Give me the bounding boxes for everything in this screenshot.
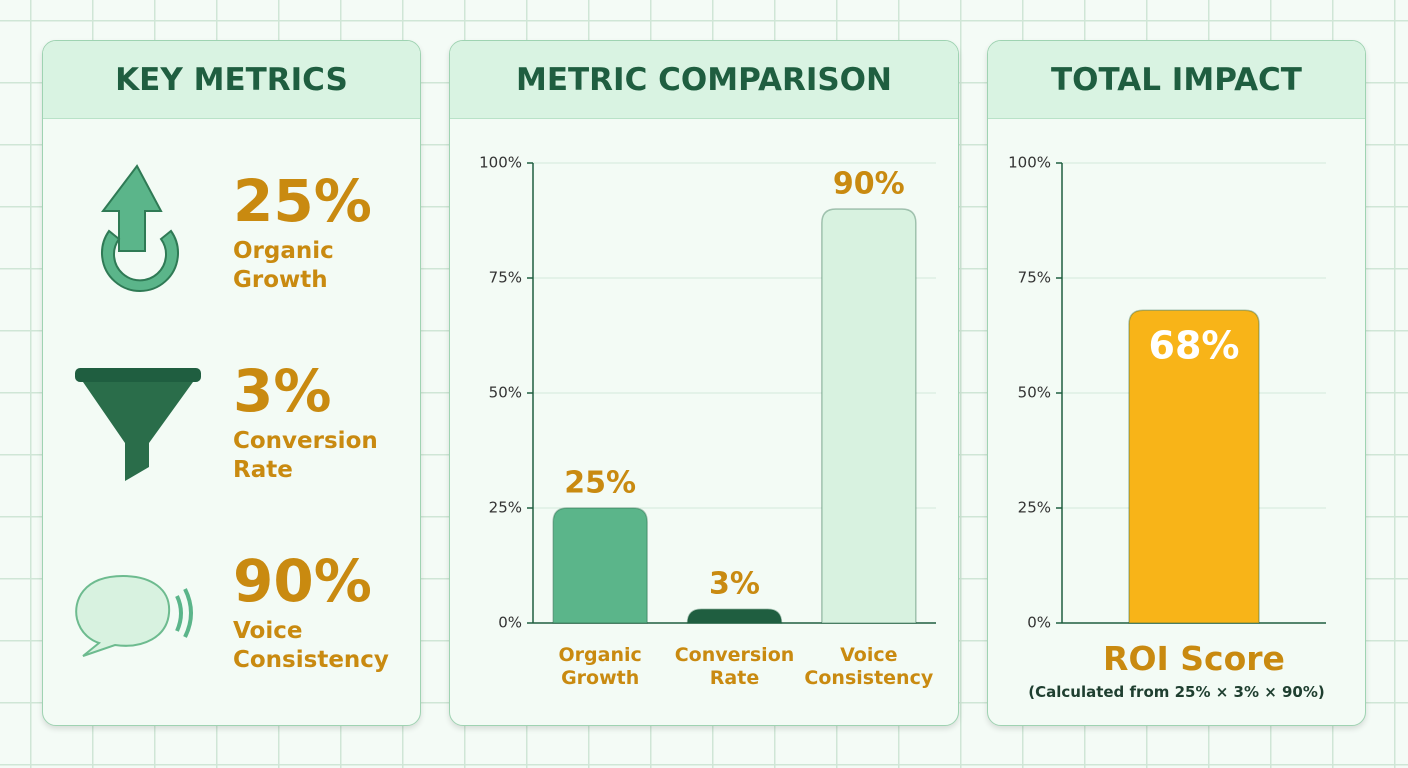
bar	[552, 507, 648, 624]
y-tick-label: 0%	[498, 614, 522, 632]
value-label: 90%	[833, 167, 905, 202]
chart: 0% 25% 50% 75% 100% 25% 3% 90%	[479, 154, 936, 632]
metric-label: Organic Growth	[233, 238, 334, 293]
panel-title: KEY METRICS	[43, 41, 420, 119]
subtitle: (Calculated from 25% × 3% × 90%)	[1028, 683, 1325, 701]
bar	[686, 608, 783, 624]
growth-icon	[100, 164, 179, 292]
metric-value: 3%	[233, 357, 332, 425]
x-tick-label: Voice Consistency	[804, 644, 934, 689]
metric-label: Voice Consistency	[233, 618, 389, 673]
y-tick-label: 0%	[1027, 614, 1051, 632]
y-tick-label: 75%	[489, 269, 522, 287]
bar	[1128, 309, 1260, 624]
x-tick-label: ROI Score	[1103, 639, 1285, 678]
comparison-panel: METRIC COMPARISON 0% 25% 50% 75% 100% 25% 3% 90…	[449, 40, 959, 726]
key-metrics-panel: KEY METRICS 25% Organic Growth 3% Conver…	[42, 40, 421, 726]
panel-title: TOTAL IMPACT	[988, 41, 1365, 119]
chart: 0% 25% 50% 75% 100% 68%	[1008, 154, 1326, 632]
funnel-icon	[75, 368, 201, 481]
y-tick-label: 50%	[1018, 384, 1051, 402]
value-label: 25%	[564, 466, 636, 501]
metric-label: Conversion Rate	[233, 428, 378, 483]
bar	[821, 208, 917, 624]
value-label: 3%	[709, 567, 760, 602]
impact-panel: TOTAL IMPACT 0% 25% 50% 75% 100% 68% (Calcula…	[987, 40, 1366, 726]
x-tick-label: Organic Growth	[558, 644, 642, 689]
value-label: 68%	[1149, 324, 1240, 368]
y-tick-label: 25%	[1018, 499, 1051, 517]
y-tick-label: 75%	[1018, 269, 1051, 287]
metric-value: 90%	[233, 547, 372, 615]
y-tick-label: 25%	[489, 499, 522, 517]
icons	[75, 164, 201, 657]
metric-value: 25%	[233, 167, 372, 235]
chat-icon	[75, 574, 193, 657]
y-tick-label: 100%	[479, 154, 522, 172]
y-tick-label: 50%	[489, 384, 522, 402]
x-tick-label: Conversion Rate	[674, 644, 795, 689]
y-tick-label: 100%	[1008, 154, 1051, 172]
panel-title: METRIC COMPARISON	[450, 41, 958, 119]
